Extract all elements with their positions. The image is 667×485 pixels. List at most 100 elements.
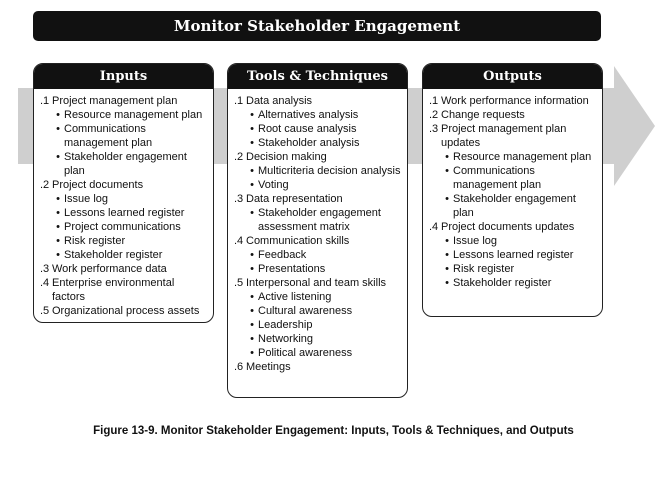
sub-item-list: • Active listening • Cultural awareness • Lea…: [246, 290, 403, 360]
item-label: Enterprise environmental factors: [52, 277, 175, 303]
sub-item-list: • Multicriteria decision analysis • Voting: [246, 164, 403, 192]
sub-item: • Voting: [246, 178, 403, 192]
tools-list: .1 Data analysis • Alternatives analysis • Ro…: [228, 89, 407, 374]
sub-item-label: Stakeholder engagement plan: [453, 193, 576, 219]
list-item: .1 Data analysis • Alternatives analysis • Ro…: [234, 94, 403, 150]
item-label: Meetings: [246, 361, 291, 373]
bullet-icon: •: [250, 179, 254, 191]
sub-item: • Political awareness: [246, 346, 403, 360]
sub-item-label: Issue log: [453, 235, 498, 247]
sub-item-list: • Issue log • Lessons learned register • Risk…: [441, 234, 598, 290]
bullet-icon: •: [56, 151, 60, 163]
sub-item-label: Active listening: [258, 291, 332, 303]
bullet-icon: •: [56, 109, 60, 121]
sub-item: • Alternatives analysis: [246, 108, 403, 122]
sub-item-list: • Alternatives analysis • Root cause analys…: [246, 108, 403, 150]
sub-item: • Communications management plan: [441, 164, 598, 192]
list-item: .1 Project management plan • Resource manag…: [40, 94, 209, 178]
sub-item: • Stakeholder engagement assessment matri…: [246, 206, 403, 234]
bullet-icon: •: [250, 347, 254, 359]
sub-item-label: Stakeholder register: [453, 277, 552, 289]
bullet-icon: •: [250, 165, 254, 177]
sub-item: • Leadership: [246, 318, 403, 332]
sub-item-label: Project communications: [64, 221, 181, 233]
list-item: .5 Organizational process assets: [40, 304, 209, 318]
bullet-icon: •: [56, 193, 60, 205]
list-item: .5 Interpersonal and team skills • Active l…: [234, 276, 403, 360]
sub-item: • Presentations: [246, 262, 403, 276]
bullet-icon: •: [445, 277, 449, 289]
bullet-icon: •: [250, 305, 254, 317]
item-number: .6: [234, 361, 244, 373]
item-number: .1: [429, 95, 439, 107]
sub-item: • Feedback: [246, 248, 403, 262]
sub-item: • Lessons learned register: [52, 206, 209, 220]
list-item: .4 Project documents updates • Issue log • Le…: [429, 220, 598, 290]
sub-item-list: • Issue log • Lessons learned register • Proj…: [52, 192, 209, 262]
item-label: Work performance information: [441, 95, 589, 107]
list-item: .3 Data representation • Stakeholder engage…: [234, 192, 403, 234]
item-number: .4: [40, 277, 50, 289]
list-item: .6 Meetings: [234, 360, 403, 374]
sub-item: • Resource management plan: [441, 150, 598, 164]
bullet-icon: •: [445, 193, 449, 205]
item-number: .5: [40, 305, 50, 317]
sub-item-label: Risk register: [64, 235, 126, 247]
sub-item-label: Leadership: [258, 319, 313, 331]
outputs-list: .1 Work performance information .2 Change r…: [423, 89, 602, 290]
sub-item: • Multicriteria decision analysis: [246, 164, 403, 178]
sub-item-label: Issue log: [64, 193, 109, 205]
list-item: .4 Enterprise environmental factors: [40, 276, 209, 304]
item-label: Project management plan: [52, 95, 178, 107]
inputs-list: .1 Project management plan • Resource manag…: [34, 89, 213, 318]
bullet-icon: •: [250, 109, 254, 121]
sub-item-label: Resource management plan: [453, 151, 592, 163]
item-number: .2: [234, 151, 244, 163]
sub-item-label: Multicriteria decision analysis: [258, 165, 401, 177]
sub-item-list: • Stakeholder engagement assessment matri…: [246, 206, 403, 234]
figure-caption: Figure 13-9. Monitor Stakeholder Engagem…: [93, 425, 574, 437]
sub-item-label: Political awareness: [258, 347, 353, 359]
bullet-icon: •: [250, 123, 254, 135]
sub-item: • Resource management plan: [52, 108, 209, 122]
sub-item: • Project communications: [52, 220, 209, 234]
bullet-icon: •: [56, 235, 60, 247]
item-number: .4: [234, 235, 244, 247]
sub-item-label: Lessons learned register: [453, 249, 574, 261]
inputs-box: Inputs .1 Project management plan • Resourc…: [33, 63, 214, 323]
sub-item: • Active listening: [246, 290, 403, 304]
list-item: .1 Work performance information: [429, 94, 598, 108]
diagram-title: Monitor Stakeholder Engagement: [173, 17, 461, 35]
list-item: .4 Communication skills • Feedback • Presenta…: [234, 234, 403, 276]
item-number: .3: [429, 123, 439, 135]
sub-item-label: Feedback: [258, 249, 307, 261]
item-number: .2: [429, 109, 439, 121]
sub-item: • Stakeholder engagement plan: [52, 150, 209, 178]
sub-item-label: Voting: [258, 179, 289, 191]
sub-item-label: Risk register: [453, 263, 515, 275]
tools-box: Tools & Techniques .1 Data analysis • Alter…: [227, 63, 408, 398]
sub-item: • Risk register: [52, 234, 209, 248]
list-item: .3 Work performance data: [40, 262, 209, 276]
bullet-icon: •: [56, 249, 60, 261]
item-number: .2: [40, 179, 50, 191]
item-label: Data analysis: [246, 95, 313, 107]
sub-item: • Issue log: [441, 234, 598, 248]
item-label: Project management plan updates: [441, 123, 567, 149]
item-number: .3: [234, 193, 244, 205]
bullet-icon: •: [445, 249, 449, 261]
item-label: Project documents updates: [441, 221, 575, 233]
sub-item: • Stakeholder register: [441, 276, 598, 290]
bullet-icon: •: [56, 123, 60, 135]
item-number: .4: [429, 221, 439, 233]
sub-item: • Stakeholder analysis: [246, 136, 403, 150]
sub-item-list: • Feedback • Presentations: [246, 248, 403, 276]
sub-item-label: Stakeholder register: [64, 249, 163, 261]
outputs-header: Outputs: [423, 64, 602, 89]
sub-item: • Stakeholder register: [52, 248, 209, 262]
sub-item-label: Alternatives analysis: [258, 109, 359, 121]
item-label: Organizational process assets: [52, 305, 200, 317]
bullet-icon: •: [250, 319, 254, 331]
list-item: .3 Project management plan updates • Resour…: [429, 122, 598, 220]
sub-item-label: Stakeholder engagement plan: [64, 151, 187, 177]
